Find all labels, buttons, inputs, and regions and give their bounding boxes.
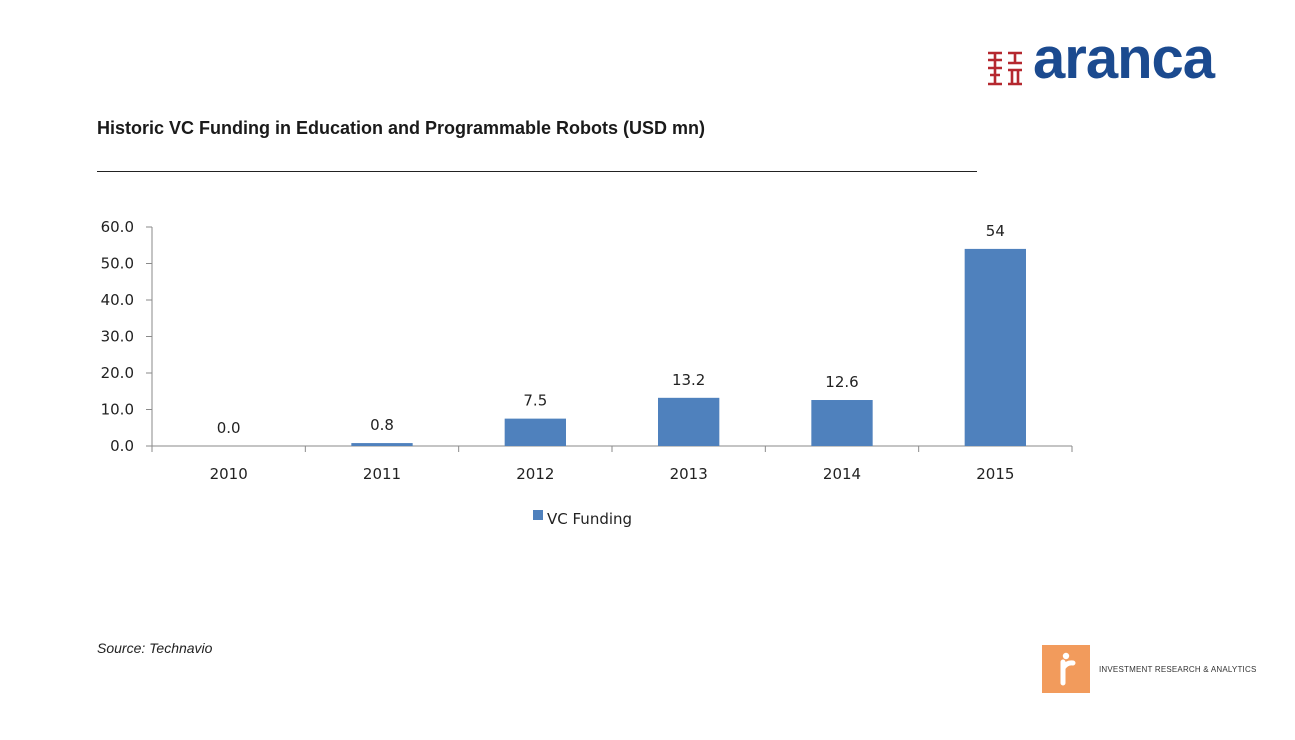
source-note: Source: Technavio: [97, 640, 213, 656]
legend-label: VC Funding: [547, 510, 632, 528]
x-tick-label: 2012: [516, 465, 554, 483]
x-tick-label: 2011: [363, 465, 401, 483]
bar-series: 0.0 0.8 7.5 13.2 12.6 54: [217, 222, 1026, 446]
brand-logo: aranca: [985, 30, 1245, 94]
y-tick-label: 10.0: [101, 401, 134, 419]
legend: VC Funding: [533, 510, 632, 528]
bar: [504, 418, 566, 446]
y-tick-label: 20.0: [101, 364, 134, 382]
title-divider: [97, 171, 977, 172]
bar: [658, 397, 720, 446]
bar-chart: 0.0 10.0 20.0 30.0 40.0 50.0 60.0 2010 2011 2012…: [101, 218, 1073, 528]
footer-badge: [1042, 645, 1090, 693]
square-seal-icon: [988, 51, 1022, 86]
x-tick-label: 2010: [210, 465, 248, 483]
footer-tagline: INVESTMENT RESEARCH & ANALYTICS: [1099, 665, 1257, 674]
x-tick-label: 2014: [823, 465, 861, 483]
y-tick-label: 0.0: [110, 437, 134, 455]
r-letter-icon: [1060, 652, 1076, 686]
data-label: 54: [986, 222, 1005, 240]
y-tick-label: 50.0: [101, 255, 134, 273]
y-tick-label: 40.0: [101, 291, 134, 309]
page-title: Historic VC Funding in Education and Pro…: [97, 118, 706, 138]
legend-swatch: [533, 510, 543, 520]
data-label: 13.2: [672, 371, 705, 389]
data-label: 0.0: [217, 419, 241, 437]
y-axis: 0.0 10.0 20.0 30.0 40.0 50.0 60.0: [101, 218, 153, 455]
brand-name: aranca: [1033, 26, 1215, 91]
x-tick-label: 2013: [670, 465, 708, 483]
data-label: 7.5: [523, 392, 547, 410]
x-tick-label: 2015: [976, 465, 1014, 483]
data-label: 0.8: [370, 416, 394, 434]
bar: [964, 248, 1026, 446]
bar: [811, 400, 873, 446]
y-tick-label: 30.0: [101, 328, 134, 346]
data-label: 12.6: [825, 373, 858, 391]
y-tick-label: 60.0: [101, 218, 134, 236]
x-axis: 2010 2011 2012 2013 2014 2015: [151, 445, 1073, 483]
bar: [351, 443, 413, 446]
